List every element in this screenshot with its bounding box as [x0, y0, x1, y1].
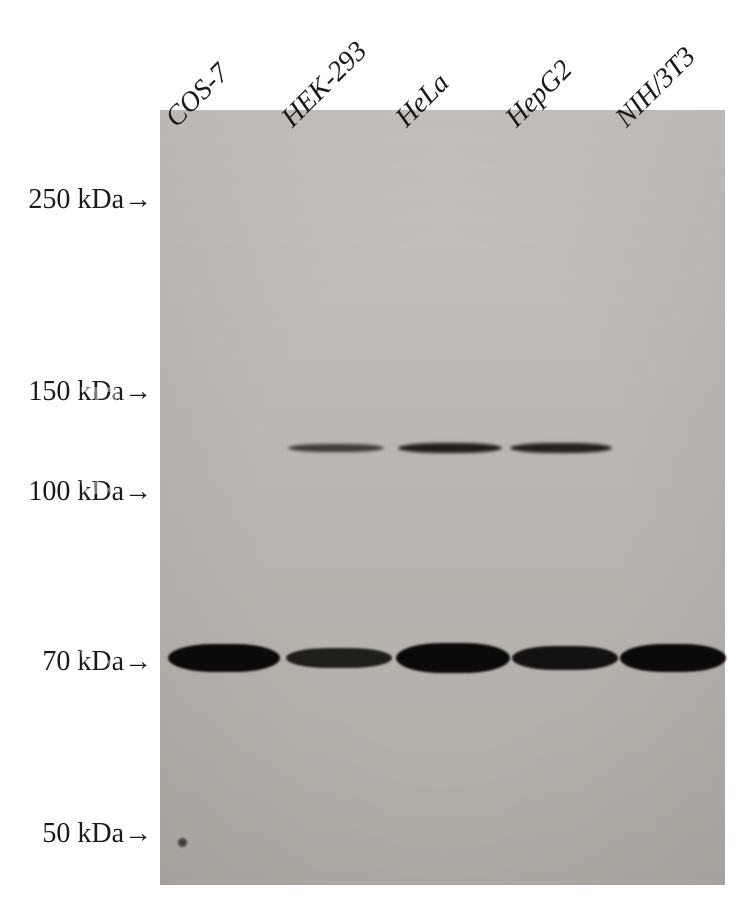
protein-band-upper: [288, 444, 384, 452]
protein-band-main: [512, 646, 618, 670]
protein-band-upper: [510, 443, 612, 453]
membrane-gradient: [160, 110, 725, 885]
mw-label: 250 kDa→: [28, 184, 152, 216]
mw-label: 150 kDa→: [28, 376, 152, 408]
protein-band-main: [286, 648, 392, 668]
mw-label: 50 kDa→: [42, 818, 152, 850]
protein-band-main: [168, 644, 280, 672]
mw-label: 100 kDa→: [28, 476, 152, 508]
western-blot-membrane: [160, 110, 725, 885]
artifact-dot: [178, 838, 187, 847]
protein-band-main: [620, 644, 726, 672]
protein-band-main: [396, 643, 510, 673]
protein-band-upper: [398, 443, 502, 453]
figure-container: COS-7HEK-293HeLaHepG2NIH/3T3 250 kDa→150…: [0, 0, 750, 903]
membrane-vignette: [160, 110, 725, 885]
mw-label: 70 kDa→: [42, 646, 152, 678]
